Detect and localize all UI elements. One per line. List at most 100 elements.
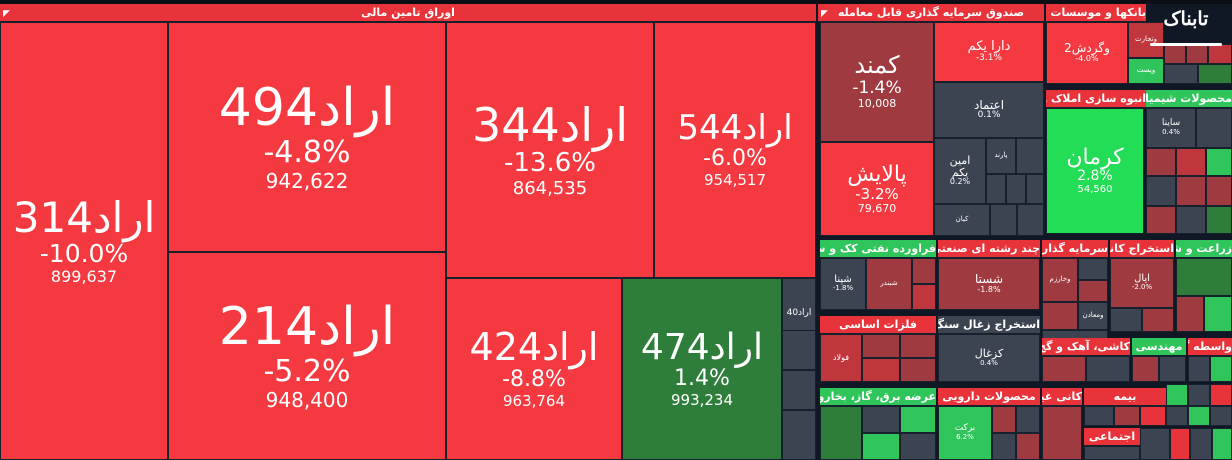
sector-header-pharma[interactable]: محصولات دارویی xyxy=(938,388,1040,406)
pharma-cell[interactable] xyxy=(992,406,1016,433)
pharma-cell[interactable] xyxy=(1016,406,1040,433)
tile-etemad[interactable]: اعتماد 0.1% xyxy=(934,82,1044,138)
invest-cell[interactable] xyxy=(1078,258,1108,280)
misc-cell[interactable] xyxy=(1166,384,1188,406)
metal-cell[interactable] xyxy=(1142,308,1174,332)
pharma-cell[interactable] xyxy=(1016,433,1040,460)
tile-kian[interactable]: کیان xyxy=(934,204,990,236)
sector-header-mining[interactable]: کاشی، آهک و گچ xyxy=(1042,338,1130,356)
tile-arad314[interactable]: اراد314 -10.0% 899,637 xyxy=(0,22,168,460)
sector-header-coal[interactable]: استخراج زغال سنگ xyxy=(938,316,1040,334)
misc-cell[interactable] xyxy=(1188,384,1210,406)
insurance-cell[interactable] xyxy=(1140,406,1166,426)
chem-cell[interactable] xyxy=(1146,148,1176,176)
sector-header-realestate[interactable]: انبوه سازی املاک و مستغلات xyxy=(1046,90,1146,108)
agri-cell[interactable] xyxy=(1176,296,1204,332)
sector-header-invest[interactable]: سرمایه گذاریها xyxy=(1042,240,1108,258)
invest-cell[interactable] xyxy=(1078,280,1108,302)
tile-vmaaden[interactable]: ومعادن xyxy=(1078,302,1108,330)
tile-palayesh[interactable]: پالایش -3.2% 79,670 xyxy=(820,142,934,236)
chem-cell[interactable] xyxy=(1176,148,1206,176)
sector-header-fuel[interactable]: فراورده نفتی کک و سوخت هسته ای xyxy=(820,240,936,258)
bond-cell[interactable] xyxy=(782,330,816,370)
chem-cell[interactable] xyxy=(1176,206,1206,234)
tile-aminyekam[interactable]: امین یکم 0.2% xyxy=(934,138,986,204)
utility-cell[interactable] xyxy=(862,406,900,433)
tile-kerman[interactable]: کرمان 2.8% 54,560 xyxy=(1046,108,1144,234)
chem-cell[interactable] xyxy=(1196,108,1232,148)
sector-header-banks[interactable]: بانکها و موسسات اعتباری xyxy=(1046,4,1146,22)
etf-cell[interactable] xyxy=(1017,204,1044,236)
misc-cell[interactable] xyxy=(1188,406,1210,426)
sector-header-agri[interactable]: زراعت و شکر xyxy=(1176,240,1232,258)
sector-header-utility[interactable]: عرضه برق، گاز، بخاروآب گرم xyxy=(820,388,936,406)
sector-header-engineering[interactable]: مهندسی xyxy=(1132,338,1186,356)
tile-vpost[interactable]: وپست xyxy=(1128,58,1164,84)
tile-foolad[interactable]: فولاد xyxy=(820,334,862,382)
social-cell[interactable] xyxy=(1084,446,1140,460)
chem-cell[interactable] xyxy=(1146,176,1176,206)
tile-shebandar[interactable]: شبندر xyxy=(866,258,912,310)
mining-cell[interactable] xyxy=(1086,356,1130,382)
tile-pard[interactable]: پارند xyxy=(986,138,1016,174)
misc-cell[interactable] xyxy=(1212,428,1232,460)
sector-header-basic-metals[interactable]: فلزات اساسی xyxy=(820,316,936,334)
nonmetal-cell[interactable] xyxy=(1042,406,1082,460)
insurance-cell[interactable] xyxy=(1084,406,1114,426)
tile-arad424[interactable]: اراد424 -8.8% 963,764 xyxy=(446,278,622,460)
etf-cell[interactable] xyxy=(1026,174,1044,204)
tile-shapna[interactable]: شپنا -1.8% xyxy=(820,258,866,310)
tile-arad214[interactable]: اراد214 -5.2% 948,400 xyxy=(168,252,446,460)
tile-vtejarat[interactable]: وتجارت xyxy=(1128,22,1164,58)
tile-vkharazm[interactable]: وخارزم xyxy=(1042,258,1078,302)
bond-cell[interactable] xyxy=(782,410,816,460)
insurance-cell[interactable] xyxy=(1114,406,1140,426)
sector-header-etf[interactable]: صندوق سرمایه گذاری قابل معامله ◤ xyxy=(818,4,1044,22)
tile-barkat[interactable]: برکت 6.2% xyxy=(938,406,992,460)
utility-cell[interactable] xyxy=(820,406,862,460)
utility-cell[interactable] xyxy=(900,406,936,433)
wholesale-cell[interactable] xyxy=(1188,356,1210,382)
tile-kazghal[interactable]: کزغال 0.4% xyxy=(938,334,1040,382)
etf-cell[interactable] xyxy=(1016,138,1044,174)
sector-header-insurance[interactable]: بیمه xyxy=(1084,388,1166,406)
sector-header-nonmetal[interactable]: کانی غیرفلزی xyxy=(1042,388,1082,406)
sector-header-chemical[interactable]: محصولات شیمیایی xyxy=(1146,90,1232,108)
fuel-cell[interactable] xyxy=(912,258,936,284)
invest-cell[interactable] xyxy=(1042,302,1078,330)
misc-cell[interactable] xyxy=(1140,428,1170,460)
sector-header-social[interactable]: اجتماعی xyxy=(1084,428,1140,446)
misc-cell[interactable] xyxy=(1190,428,1212,460)
wholesale-cell[interactable] xyxy=(1210,356,1232,382)
bank-cell[interactable] xyxy=(1164,64,1198,84)
misc-cell[interactable] xyxy=(1210,406,1232,426)
chem-cell[interactable] xyxy=(1176,176,1206,206)
bank-cell[interactable] xyxy=(1198,64,1232,84)
sector-header-bonds[interactable]: اوراق تامین مالی ◤ xyxy=(0,4,816,22)
etf-cell[interactable] xyxy=(1006,174,1026,204)
eng-cell[interactable] xyxy=(1159,356,1186,382)
tile-darayekam[interactable]: دارا یکم -3.1% xyxy=(934,22,1044,82)
misc-cell[interactable] xyxy=(1210,384,1232,406)
tile-shasta[interactable]: شستا -1.8% xyxy=(938,258,1040,310)
metal-cell[interactable] xyxy=(1110,308,1142,332)
tile-arad494[interactable]: اراد494 -4.8% 942,622 xyxy=(168,22,446,252)
tile-ayal[interactable]: ایال -2.0% xyxy=(1110,258,1174,308)
tile-arad344[interactable]: اراد344 -13.6% 864,535 xyxy=(446,22,654,278)
sector-header-multi[interactable]: چند رشته ای صنعتی xyxy=(938,240,1040,258)
agri-cell[interactable] xyxy=(1176,258,1232,296)
tile-arad544[interactable]: اراد544 -6.0% 954,517 xyxy=(654,22,816,278)
sector-header-wholesale[interactable]: واسطه گری xyxy=(1188,338,1232,356)
chem-cell[interactable] xyxy=(1206,176,1232,206)
tile-kamand[interactable]: کمند -1.4% 10,008 xyxy=(820,22,934,142)
utility-cell[interactable] xyxy=(900,433,936,460)
tile-saina[interactable]: ساینا 0.4% xyxy=(1146,108,1196,148)
chem-cell[interactable] xyxy=(1206,148,1232,176)
misc-cell[interactable] xyxy=(1166,406,1188,426)
sector-header-metals[interactable]: استخراج کانی های فلزی xyxy=(1110,240,1174,258)
mining-cell[interactable] xyxy=(1042,356,1086,382)
tile-vagardesh[interactable]: وگردش2 -4.0% xyxy=(1046,22,1128,84)
basic-metal-cell[interactable] xyxy=(900,358,936,382)
misc-cell[interactable] xyxy=(1170,428,1190,460)
eng-cell[interactable] xyxy=(1132,356,1159,382)
